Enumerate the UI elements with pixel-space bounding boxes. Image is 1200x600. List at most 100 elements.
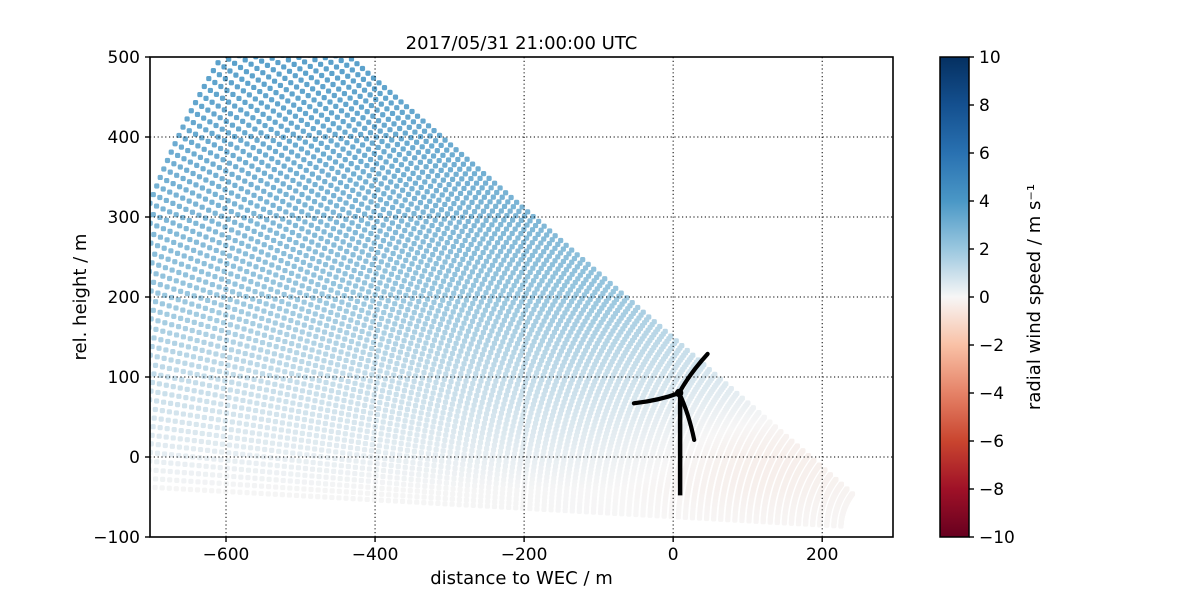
data-point [292,142,299,148]
data-point [343,489,349,495]
data-point [475,414,482,420]
data-point [551,329,558,335]
data-point [258,100,264,106]
data-point [189,301,195,307]
data-point [232,331,238,338]
data-point [321,427,327,433]
data-point [349,393,355,399]
data-point [470,438,477,444]
data-point [448,406,454,412]
data-point [230,481,236,487]
data-point [324,373,331,379]
data-point [275,367,281,373]
data-point [336,152,342,159]
data-point [357,490,364,496]
data-point [364,337,370,343]
data-point [350,359,356,366]
data-point [469,318,476,324]
data-point [518,457,524,463]
data-point [172,141,178,147]
data-point [436,479,442,485]
data-point [290,246,296,253]
data-point [458,471,465,478]
data-point [205,439,211,446]
data-point [232,219,238,225]
data-point [267,462,273,468]
data-point [164,284,170,290]
data-point [166,409,172,415]
data-point [312,398,318,404]
data-point [436,345,442,351]
data-point [472,478,478,484]
data-point [507,274,514,280]
data-point [194,337,200,344]
data-point [501,317,507,324]
data-point [208,416,214,422]
data-point [486,376,492,382]
data-point [440,278,447,284]
data-point [499,490,506,496]
data-point [168,452,175,458]
data-point [233,396,239,402]
data-point [150,388,154,394]
data-point [463,265,469,271]
data-point [241,276,247,282]
data-point [340,370,346,376]
data-point [491,340,498,346]
data-point [328,248,334,255]
data-point [446,417,452,423]
data-point [454,252,460,259]
data-point [360,264,366,271]
data-point [206,431,212,438]
data-point [241,196,247,203]
data-point [363,434,369,441]
data-point [420,287,427,294]
data-point [489,366,495,372]
data-point [417,244,423,250]
data-point [415,483,421,489]
data-point [211,142,217,148]
data-point [292,327,299,333]
data-point [482,455,488,461]
data-point [209,218,215,224]
data-point [353,181,359,187]
data-point [402,470,408,476]
data-point [383,232,389,238]
data-point [438,221,444,227]
data-point [174,469,180,475]
data-point [276,112,282,118]
data-point [540,396,546,402]
data-point [431,318,437,325]
data-point [268,174,274,180]
data-point [376,301,382,307]
data-point [344,418,350,424]
data-point [516,401,522,407]
data-point [201,115,207,121]
data-point [223,337,230,343]
data-point [479,484,485,490]
data-point [298,266,304,272]
data-point [276,206,283,212]
data-point [508,473,514,479]
data-point [492,499,498,505]
data-point [317,320,323,326]
data-point [407,395,413,401]
data-point [470,380,476,387]
data-point [206,382,213,389]
data-point [505,279,511,285]
data-point [432,457,438,463]
data-point [387,256,393,262]
data-point [173,305,179,311]
data-point [157,425,163,431]
data-point [272,381,278,387]
data-point [402,242,408,249]
data-point [479,479,485,485]
data-point [294,478,300,485]
data-point [517,461,523,467]
data-point [200,422,206,429]
data-point [436,397,442,403]
data-point [192,346,198,352]
data-point [423,422,429,428]
data-point [167,169,173,175]
data-point [173,192,179,198]
